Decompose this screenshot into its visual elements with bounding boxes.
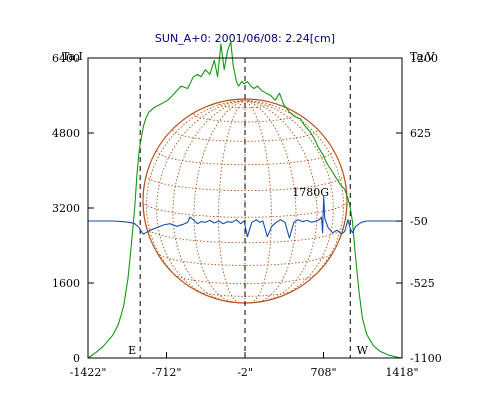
left-tick-label: 0: [73, 352, 80, 365]
x-tick-label: -1422": [70, 366, 107, 379]
longitude-line: [193, 99, 246, 303]
longitude-line: [244, 99, 272, 304]
polarization-line: [88, 195, 402, 239]
right-axis-title: Ta,V: [410, 50, 436, 63]
solar-disk-grid: [142, 98, 348, 304]
latitude-line: [174, 274, 316, 285]
right-tick-label: -50: [410, 215, 428, 228]
left-axis-title: Ta,I: [62, 50, 83, 63]
latitude-line: [142, 200, 348, 218]
x-tick-label: 1418": [385, 366, 418, 379]
chart-title: SUN_A+0: 2001/06/08: 2.24[cm]: [155, 32, 335, 45]
latitude-line: [156, 150, 334, 166]
data-lines: [87, 41, 403, 359]
left-tick-label: 1600: [52, 277, 80, 290]
longitude-line: [244, 99, 344, 289]
annotation-1780g: 1780G: [292, 186, 329, 199]
intensity-line: [87, 41, 403, 359]
right-tick-label: 625: [410, 127, 431, 140]
longitude-line: [218, 99, 246, 304]
limb-marker-label: E: [128, 344, 136, 357]
x-tick-label: -2": [237, 366, 253, 379]
longitude-line: [172, 99, 246, 302]
right-tick-label: 1200: [410, 52, 438, 65]
x-tick-label: -712": [152, 366, 182, 379]
left-tick-label: 3200: [52, 202, 80, 215]
x-tick-label: 708": [310, 366, 336, 379]
right-tick-label: -1100: [410, 352, 442, 365]
longitude-line: [244, 99, 297, 303]
longitude-line: [244, 99, 318, 302]
left-tick-label: 4800: [52, 127, 80, 140]
axis-ticks: 0 1600 3200 4800 6400 -1100 -525 -50 625 1200 -142…: [52, 52, 442, 379]
right-tick-label: -525: [410, 277, 435, 290]
longitude-line: [146, 99, 246, 289]
left-tick-label: 6400: [52, 52, 80, 65]
limb-marker-label: W: [357, 344, 369, 357]
